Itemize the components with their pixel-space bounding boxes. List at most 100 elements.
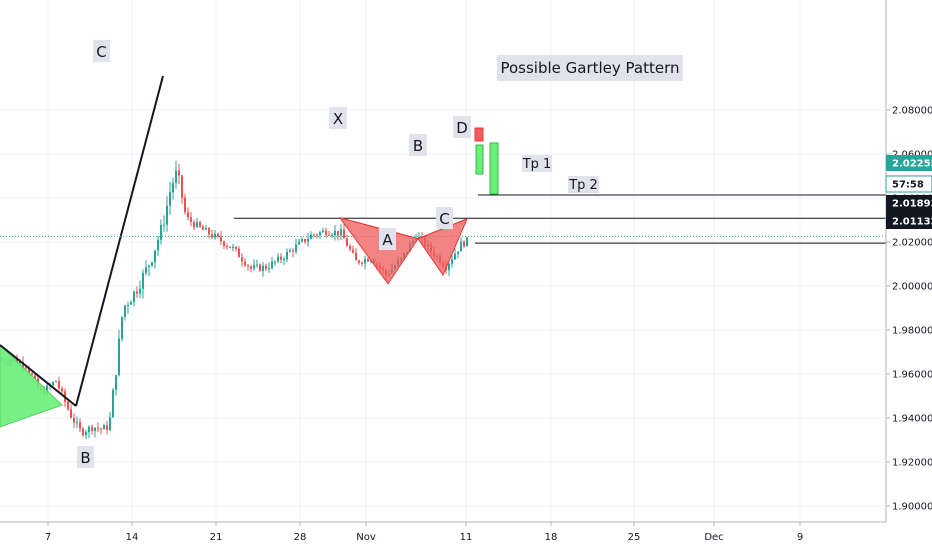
- candle-body: [220, 236, 222, 242]
- candle-body: [349, 246, 351, 250]
- candle-body: [448, 263, 450, 271]
- candle-body: [454, 253, 456, 260]
- candle-body: [217, 233, 219, 237]
- candle-body: [112, 389, 114, 418]
- candle-body: [316, 234, 318, 236]
- candle-body: [232, 246, 234, 248]
- candle-body: [295, 244, 297, 252]
- target-label-tp2: Tp 2: [568, 176, 599, 193]
- candle-body: [85, 432, 87, 436]
- candle-body: [181, 175, 183, 198]
- chart-title: Possible Gartley Pattern: [500, 59, 679, 77]
- candle-body: [118, 338, 120, 376]
- candle-body: [187, 212, 189, 218]
- candle-body: [175, 170, 177, 183]
- pattern-label-x-text: X: [333, 110, 343, 128]
- price-tag-dark-bg: [886, 213, 932, 229]
- candle-body: [244, 261, 246, 266]
- candle-body: [283, 258, 285, 260]
- candle-body: [157, 239, 159, 251]
- candle-body: [28, 368, 30, 374]
- candle-body: [337, 231, 339, 236]
- pattern-label-x: X: [329, 107, 347, 129]
- candle-body: [274, 261, 276, 263]
- candle-body: [163, 224, 165, 226]
- candle-body: [343, 229, 345, 239]
- candle-body: [298, 241, 300, 245]
- candle-body: [25, 367, 27, 369]
- candle-body: [166, 205, 168, 225]
- candle-body: [235, 246, 237, 249]
- pattern-label-b: B: [409, 134, 427, 156]
- price-axis-tick-label: 1.94000: [892, 414, 932, 425]
- candle-body: [238, 248, 240, 258]
- candle-body: [292, 250, 294, 252]
- candle-body: [319, 232, 321, 236]
- candle-body: [190, 217, 192, 222]
- candle-body: [19, 362, 21, 364]
- price-axis-labels: 2.030792.0225557:582.018932.01132: [885, 155, 932, 229]
- candle-body: [286, 251, 288, 259]
- candle-body: [223, 241, 225, 246]
- candle-body: [256, 264, 258, 266]
- candle-body: [301, 239, 303, 242]
- candle-body: [205, 228, 207, 230]
- candle-body: [214, 233, 216, 238]
- wave-label-c-text: C: [96, 43, 106, 61]
- candle-body: [358, 260, 360, 263]
- wave-label-b-text: B: [80, 449, 90, 467]
- candle-body: [184, 197, 186, 213]
- candle-body: [364, 258, 366, 264]
- time-axis-tick-label: 18: [545, 532, 558, 543]
- candle-body: [304, 239, 306, 242]
- pattern-label-c-text: C: [439, 210, 449, 228]
- pattern-label-b-text: B: [413, 137, 423, 155]
- candle-body: [334, 231, 336, 236]
- candle-body: [103, 425, 105, 430]
- candle-body: [154, 250, 156, 263]
- price-tag-dark-bg: [886, 195, 932, 211]
- price-tag-dark-text: 2.01132: [892, 217, 932, 228]
- chart-grid: [0, 0, 886, 522]
- candle-body: [136, 291, 138, 294]
- price-axis-tick-label: 2.02000: [892, 238, 932, 249]
- chart-title-box: Possible Gartley Pattern: [497, 55, 683, 81]
- candle-body: [325, 230, 327, 235]
- time-axis-tick-label: 9: [797, 532, 803, 543]
- candle-body: [466, 237, 468, 247]
- pattern-wedge-left: [0, 344, 63, 428]
- candle-body: [247, 265, 249, 267]
- candle-body: [106, 425, 108, 431]
- candle-body: [271, 261, 273, 269]
- price-tag-countdown-bg: [885, 175, 932, 193]
- pattern-drawings: [0, 75, 886, 428]
- candle-body: [88, 426, 90, 433]
- candle-body: [196, 222, 198, 228]
- candle-body: [340, 229, 342, 236]
- price-axis-tick-label: 1.90000: [892, 502, 932, 513]
- candle-body: [94, 427, 96, 432]
- candlestick-series: [1, 160, 468, 440]
- price-axis-tick-label: 1.96000: [892, 370, 932, 381]
- candle-body: [61, 388, 63, 392]
- candle-body: [208, 228, 210, 235]
- candle-body: [178, 170, 180, 176]
- candle-body: [151, 262, 153, 266]
- price-axis-tick-label: 2.00000: [892, 282, 932, 293]
- candle-body: [91, 426, 93, 432]
- candle-body: [322, 230, 324, 233]
- candle-body: [31, 373, 33, 376]
- time-axis-tick-label: 28: [294, 532, 307, 543]
- candle-body: [130, 301, 132, 305]
- candle-body: [73, 417, 75, 423]
- candle-body: [307, 238, 309, 242]
- pattern-label-d-text: D: [456, 119, 468, 137]
- candle-body: [115, 375, 117, 390]
- trend-line-down: [0, 344, 77, 407]
- candle-body: [265, 265, 267, 270]
- price-axis-background[interactable]: [886, 0, 932, 522]
- candle-body: [463, 241, 465, 247]
- target-label-tp2-text: Tp 2: [568, 178, 598, 193]
- candle-body: [70, 409, 72, 418]
